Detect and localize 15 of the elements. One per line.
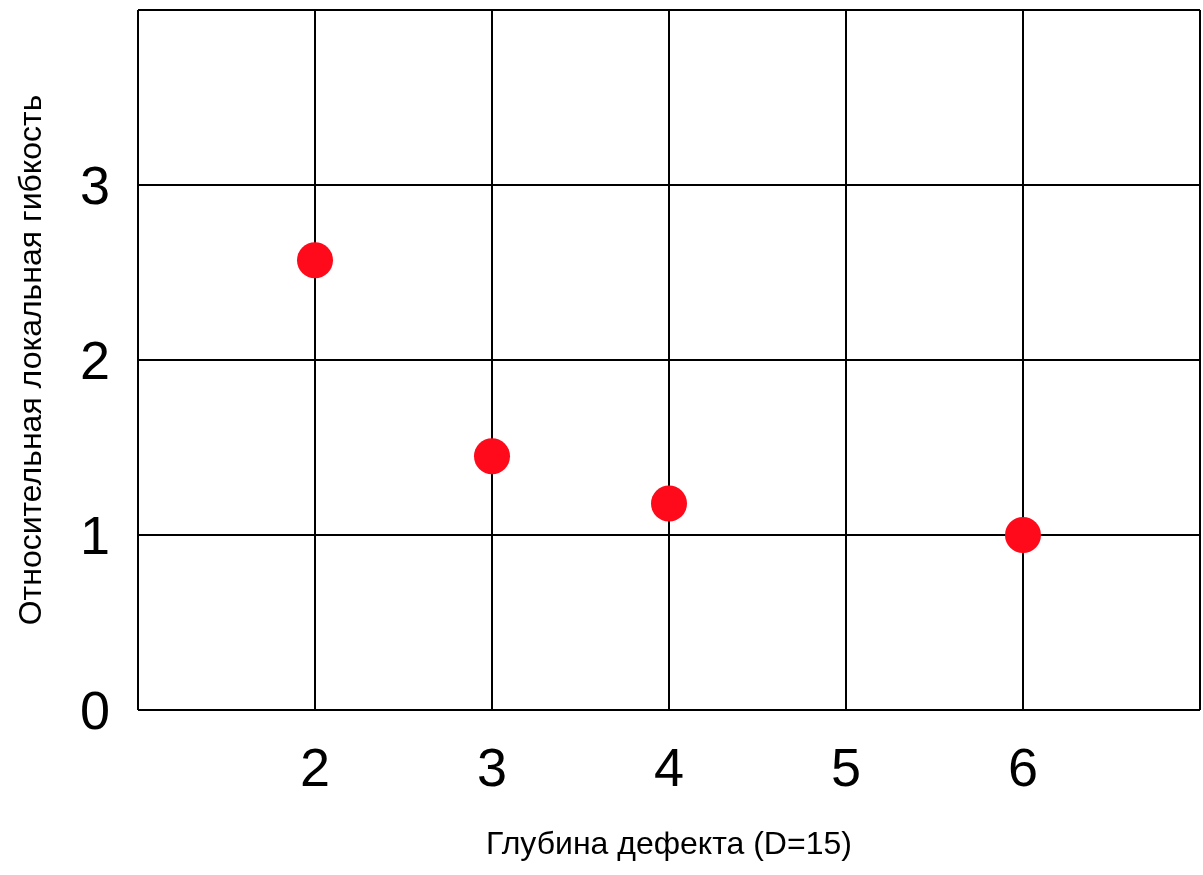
x-tick-label: 4 (653, 737, 685, 798)
point (297, 242, 333, 279)
point (1005, 517, 1041, 553)
y-tick-label: 2 (79, 330, 110, 391)
point (474, 438, 510, 475)
y-tick-label: 1 (79, 505, 110, 566)
x-tick-label: 6 (1007, 737, 1039, 798)
x-tick-label: 2 (299, 737, 331, 798)
point (651, 485, 687, 522)
y-tick-label: 3 (79, 155, 110, 216)
x-tick-label: 3 (476, 737, 508, 798)
x-axis-title: Глубина дефекта (D=15) (486, 825, 852, 861)
y-tick-label: 0 (79, 680, 110, 741)
x-tick-label: 5 (830, 737, 862, 798)
y-axis-title: Относительная локальная гибкость (12, 94, 49, 626)
